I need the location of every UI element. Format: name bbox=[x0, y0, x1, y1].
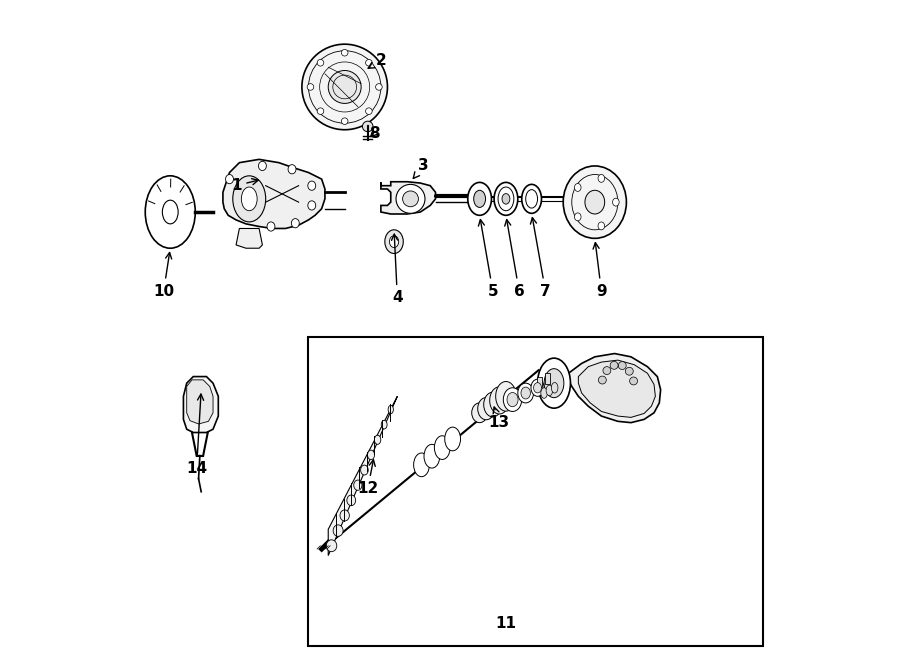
Ellipse shape bbox=[308, 201, 316, 210]
Text: 3: 3 bbox=[413, 159, 429, 178]
Ellipse shape bbox=[531, 379, 544, 397]
Ellipse shape bbox=[382, 420, 387, 429]
Ellipse shape bbox=[552, 383, 558, 393]
Ellipse shape bbox=[544, 369, 564, 398]
Ellipse shape bbox=[502, 194, 510, 204]
Polygon shape bbox=[186, 380, 213, 424]
Text: 5: 5 bbox=[479, 219, 498, 299]
Polygon shape bbox=[236, 229, 263, 249]
Ellipse shape bbox=[375, 84, 382, 91]
Ellipse shape bbox=[537, 358, 571, 408]
Ellipse shape bbox=[468, 182, 491, 215]
Ellipse shape bbox=[307, 84, 314, 91]
Ellipse shape bbox=[365, 59, 373, 66]
Ellipse shape bbox=[613, 198, 619, 206]
Ellipse shape bbox=[333, 525, 343, 536]
Ellipse shape bbox=[472, 403, 488, 422]
Ellipse shape bbox=[534, 383, 542, 393]
Ellipse shape bbox=[598, 376, 607, 384]
Text: 6: 6 bbox=[505, 219, 525, 299]
Ellipse shape bbox=[317, 59, 324, 66]
Ellipse shape bbox=[361, 465, 368, 475]
Text: 10: 10 bbox=[153, 253, 175, 299]
Ellipse shape bbox=[292, 219, 300, 228]
Ellipse shape bbox=[317, 108, 324, 114]
Ellipse shape bbox=[603, 367, 611, 375]
Ellipse shape bbox=[445, 427, 461, 451]
Ellipse shape bbox=[162, 200, 178, 224]
Ellipse shape bbox=[402, 191, 418, 207]
Ellipse shape bbox=[503, 388, 522, 411]
Text: 12: 12 bbox=[357, 460, 378, 496]
Ellipse shape bbox=[226, 175, 233, 184]
Ellipse shape bbox=[346, 495, 356, 506]
Polygon shape bbox=[579, 360, 655, 417]
Ellipse shape bbox=[490, 387, 509, 414]
Ellipse shape bbox=[241, 187, 257, 211]
Polygon shape bbox=[381, 182, 436, 214]
Ellipse shape bbox=[258, 161, 266, 171]
Ellipse shape bbox=[354, 480, 362, 490]
Bar bbox=[537, 377, 542, 387]
Ellipse shape bbox=[308, 181, 316, 190]
Bar bbox=[309, 337, 762, 646]
Ellipse shape bbox=[473, 190, 485, 208]
Text: 13: 13 bbox=[489, 407, 510, 430]
Text: 11: 11 bbox=[495, 616, 517, 631]
Ellipse shape bbox=[610, 362, 618, 369]
Ellipse shape bbox=[585, 190, 605, 214]
Ellipse shape bbox=[374, 435, 381, 444]
Ellipse shape bbox=[494, 182, 518, 215]
Ellipse shape bbox=[340, 510, 349, 521]
Polygon shape bbox=[184, 377, 219, 432]
Ellipse shape bbox=[424, 444, 440, 468]
Ellipse shape bbox=[496, 381, 517, 411]
Ellipse shape bbox=[288, 165, 296, 174]
Ellipse shape bbox=[388, 405, 393, 414]
Ellipse shape bbox=[302, 44, 388, 130]
Ellipse shape bbox=[435, 436, 450, 459]
Ellipse shape bbox=[341, 118, 348, 124]
Ellipse shape bbox=[365, 108, 373, 114]
Ellipse shape bbox=[367, 450, 374, 459]
Ellipse shape bbox=[233, 176, 266, 222]
Ellipse shape bbox=[563, 166, 626, 239]
Text: 9: 9 bbox=[593, 243, 607, 299]
Ellipse shape bbox=[328, 71, 361, 103]
Ellipse shape bbox=[598, 222, 605, 230]
Ellipse shape bbox=[574, 184, 581, 192]
Polygon shape bbox=[328, 397, 397, 556]
Bar bbox=[544, 373, 550, 384]
Ellipse shape bbox=[396, 184, 425, 214]
Ellipse shape bbox=[267, 222, 274, 231]
Text: 7: 7 bbox=[530, 217, 551, 299]
Ellipse shape bbox=[483, 392, 502, 417]
Polygon shape bbox=[569, 354, 661, 422]
Ellipse shape bbox=[626, 368, 634, 375]
Ellipse shape bbox=[478, 397, 495, 420]
Ellipse shape bbox=[518, 383, 534, 403]
Ellipse shape bbox=[363, 121, 373, 132]
Ellipse shape bbox=[598, 175, 605, 182]
Ellipse shape bbox=[630, 377, 637, 385]
Ellipse shape bbox=[385, 230, 403, 253]
Ellipse shape bbox=[574, 213, 581, 221]
Ellipse shape bbox=[618, 362, 626, 369]
Text: 2: 2 bbox=[368, 53, 386, 68]
Text: 14: 14 bbox=[186, 394, 207, 476]
Ellipse shape bbox=[327, 540, 337, 552]
Ellipse shape bbox=[414, 453, 429, 477]
Text: 8: 8 bbox=[369, 126, 380, 141]
Ellipse shape bbox=[541, 388, 547, 399]
Ellipse shape bbox=[546, 385, 553, 396]
Ellipse shape bbox=[522, 184, 542, 214]
Polygon shape bbox=[223, 159, 325, 229]
Ellipse shape bbox=[507, 393, 518, 407]
Ellipse shape bbox=[521, 387, 530, 399]
Text: 4: 4 bbox=[392, 234, 402, 305]
Text: 1: 1 bbox=[230, 178, 258, 193]
Ellipse shape bbox=[341, 50, 348, 56]
Ellipse shape bbox=[145, 176, 195, 249]
Ellipse shape bbox=[390, 236, 399, 248]
